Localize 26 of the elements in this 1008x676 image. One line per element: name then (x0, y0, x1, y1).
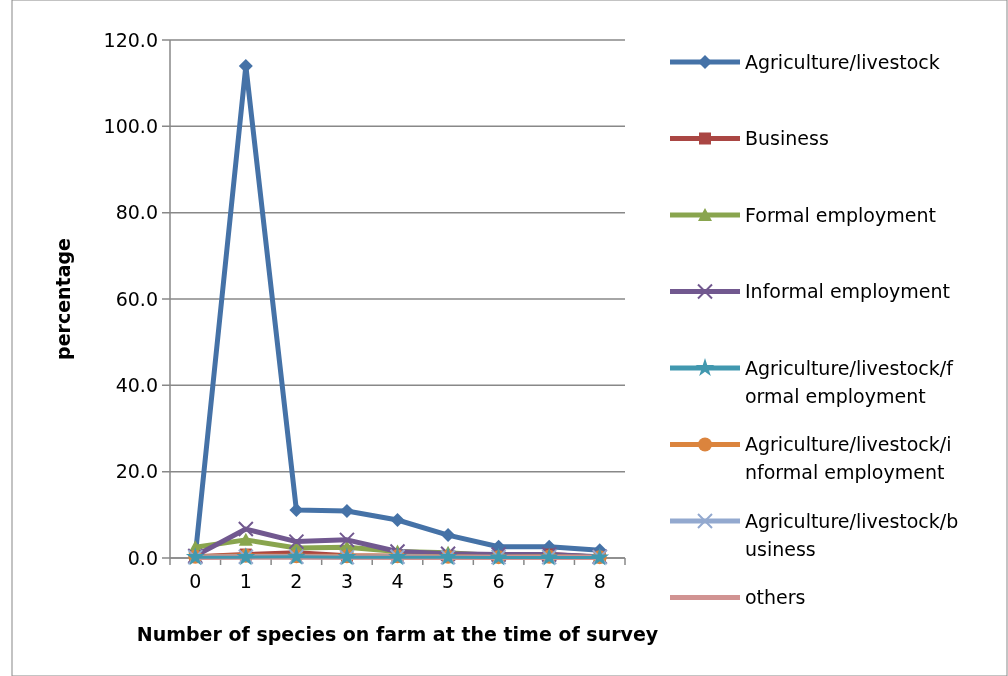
x-tick-label: 6 (492, 570, 505, 592)
legend-label: Business (745, 127, 829, 150)
legend-label: Formal employment (745, 203, 936, 226)
y-tick-label: 20.0 (115, 460, 158, 483)
x-tick-label: 1 (239, 570, 252, 592)
legend-label: others (745, 586, 806, 609)
legend-label: Agriculture/livestock (745, 50, 940, 73)
legend-label: Agriculture/livestock/informal employment (745, 433, 952, 484)
y-tick-label: 80.0 (115, 201, 158, 224)
legend-label: Agriculture/livestock/formal employment (745, 356, 955, 407)
y-tick-label: 60.0 (115, 287, 158, 310)
x-axis-title: Number of species on farm at the time of survey (136, 623, 659, 645)
y-tick-label: 40.0 (115, 373, 158, 396)
y-tick-label: 120.0 (103, 28, 158, 51)
x-tick-label: 2 (290, 570, 303, 592)
legend-label: Agriculture/livestock/business (745, 509, 959, 560)
y-tick-label: 0.0 (127, 546, 158, 569)
y-axis-title: percentage (52, 238, 74, 360)
legend-label: Informal employment (745, 280, 951, 303)
x-tick-label: 8 (593, 570, 606, 592)
y-tick-label: 100.0 (103, 114, 158, 137)
x-tick-label: 5 (442, 570, 455, 592)
x-tick-label: 4 (391, 570, 404, 592)
x-tick-label: 7 (543, 570, 556, 592)
x-tick-label: 0 (189, 570, 202, 592)
x-tick-label: 3 (340, 570, 353, 592)
